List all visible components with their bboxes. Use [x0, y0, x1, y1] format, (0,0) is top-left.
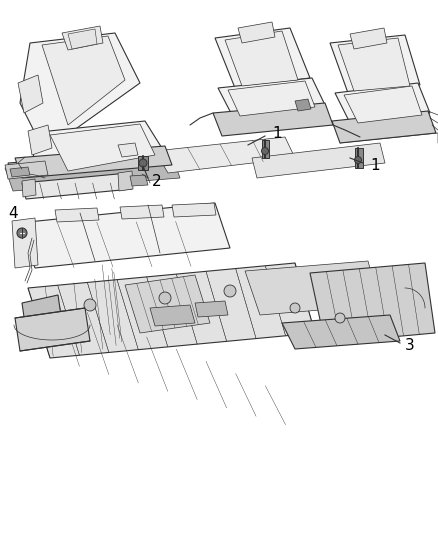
Polygon shape — [5, 155, 180, 191]
Circle shape — [224, 285, 236, 297]
Text: 1: 1 — [272, 126, 282, 141]
Polygon shape — [62, 26, 103, 50]
Text: 1: 1 — [370, 157, 380, 173]
Polygon shape — [30, 121, 165, 173]
Polygon shape — [18, 75, 43, 113]
Text: 2: 2 — [152, 174, 162, 189]
Polygon shape — [155, 137, 295, 173]
Polygon shape — [295, 99, 311, 111]
Polygon shape — [350, 28, 387, 49]
Circle shape — [354, 157, 361, 164]
Polygon shape — [330, 35, 420, 93]
Polygon shape — [195, 301, 228, 317]
Bar — [355, 148, 363, 168]
Polygon shape — [332, 111, 436, 143]
Polygon shape — [22, 173, 132, 199]
Polygon shape — [12, 218, 38, 268]
Polygon shape — [338, 38, 410, 91]
Polygon shape — [22, 179, 36, 197]
Polygon shape — [228, 81, 315, 116]
Text: 4: 4 — [8, 206, 18, 221]
Polygon shape — [18, 203, 230, 268]
Polygon shape — [130, 175, 148, 186]
Polygon shape — [225, 31, 298, 86]
Polygon shape — [118, 143, 138, 157]
Polygon shape — [68, 29, 97, 49]
Polygon shape — [252, 143, 385, 178]
Circle shape — [290, 303, 300, 313]
Polygon shape — [344, 86, 422, 123]
Polygon shape — [238, 22, 275, 43]
Polygon shape — [50, 124, 155, 171]
Circle shape — [261, 148, 268, 155]
Polygon shape — [215, 28, 310, 88]
Polygon shape — [120, 205, 164, 219]
Circle shape — [84, 299, 96, 311]
Polygon shape — [8, 151, 175, 183]
Polygon shape — [10, 167, 30, 177]
Polygon shape — [150, 305, 195, 326]
Polygon shape — [28, 125, 52, 155]
Polygon shape — [245, 261, 380, 315]
Polygon shape — [22, 295, 62, 331]
Polygon shape — [213, 103, 333, 136]
Polygon shape — [310, 263, 435, 343]
Polygon shape — [5, 161, 48, 179]
Circle shape — [335, 313, 345, 323]
Polygon shape — [20, 33, 140, 143]
Polygon shape — [335, 83, 430, 123]
Polygon shape — [218, 78, 325, 115]
Polygon shape — [172, 203, 216, 217]
Text: 3: 3 — [405, 337, 415, 352]
Bar — [262, 140, 269, 158]
Circle shape — [159, 292, 171, 304]
Polygon shape — [15, 308, 90, 351]
Polygon shape — [28, 263, 315, 358]
Polygon shape — [15, 146, 172, 178]
Polygon shape — [42, 36, 125, 125]
Polygon shape — [125, 275, 210, 333]
Circle shape — [17, 228, 27, 238]
Polygon shape — [118, 171, 133, 191]
Bar — [138, 156, 148, 170]
Polygon shape — [282, 315, 400, 349]
Circle shape — [139, 159, 147, 167]
Polygon shape — [55, 208, 99, 222]
